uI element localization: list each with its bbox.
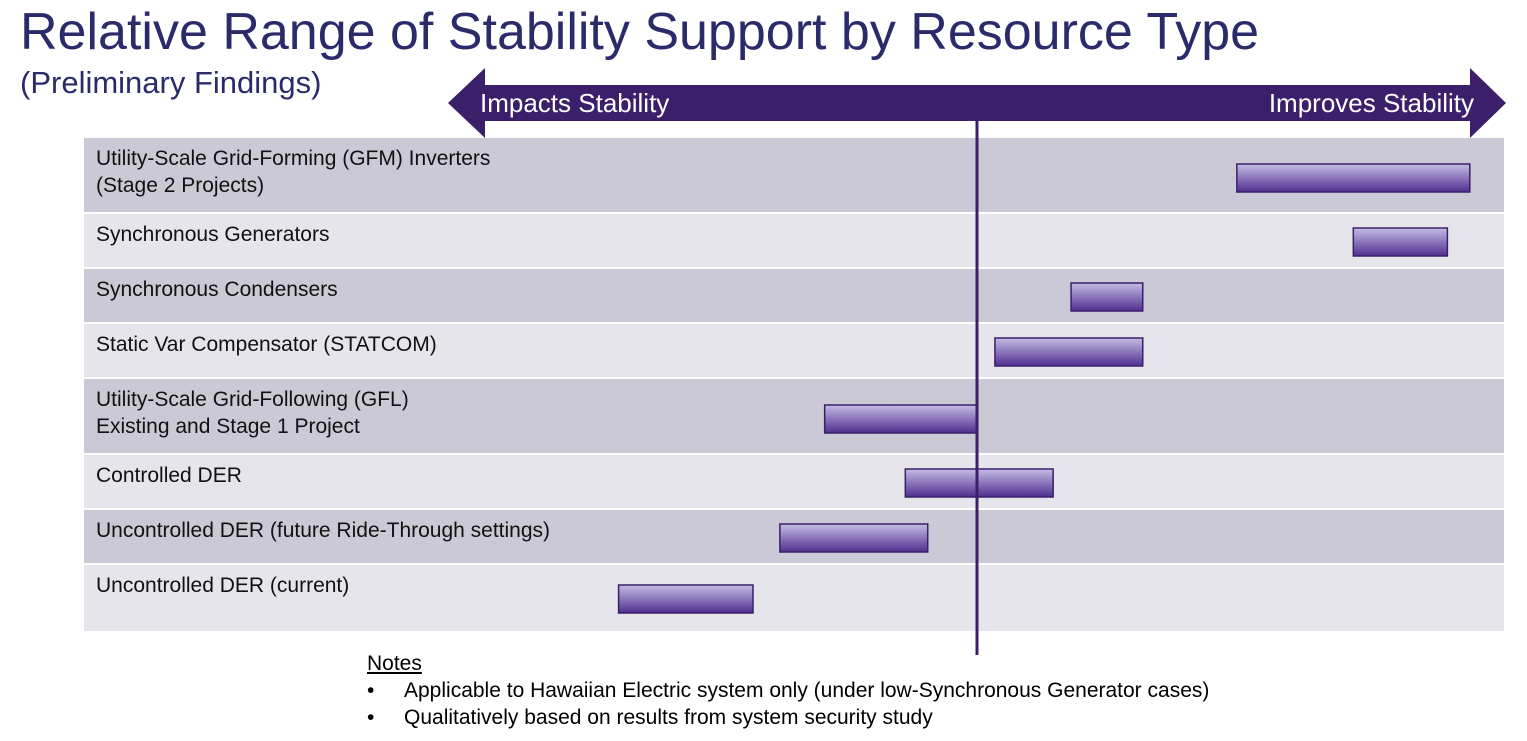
category-label: Existing and Stage 1 Project bbox=[96, 415, 360, 438]
range-bar bbox=[779, 523, 929, 553]
range-bar bbox=[1070, 282, 1144, 312]
category-label: Uncontrolled DER (current) bbox=[96, 574, 349, 597]
chart-title: Relative Range of Stability Support by R… bbox=[20, 3, 1260, 61]
category-label: Utility-Scale Grid-Forming (GFM) Inverte… bbox=[96, 147, 490, 170]
arrow-right-label: Improves Stability bbox=[1269, 88, 1474, 118]
row-background bbox=[84, 269, 1504, 322]
notes-section: Notes • Applicable to Hawaiian Electric s… bbox=[367, 650, 1209, 731]
range-bar bbox=[1352, 227, 1449, 257]
category-label: Controlled DER bbox=[96, 464, 242, 487]
note-text: Qualitatively based on results from syst… bbox=[404, 706, 933, 729]
category-labels: Utility-Scale Grid-Forming (GFM) Inverte… bbox=[96, 147, 550, 597]
category-label: (Stage 2 Projects) bbox=[96, 174, 264, 197]
note-text: Applicable to Hawaiian Electric system o… bbox=[404, 679, 1210, 702]
category-label: Utility-Scale Grid-Following (GFL) bbox=[96, 388, 409, 411]
row-backgrounds bbox=[84, 138, 1504, 631]
range-bar bbox=[994, 337, 1144, 367]
category-label: Synchronous Generators bbox=[96, 223, 329, 246]
range-bar bbox=[617, 584, 754, 614]
bullet-icon: • bbox=[367, 706, 375, 729]
note-item: • Qualitatively based on results from sys… bbox=[367, 704, 1209, 731]
note-item: • Applicable to Hawaiian Electric system … bbox=[367, 677, 1209, 704]
category-label: Uncontrolled DER (future Ride-Through se… bbox=[96, 519, 550, 542]
arrow-left-label: Impacts Stability bbox=[480, 88, 669, 118]
row-background bbox=[84, 565, 1504, 631]
chart-subtitle: (Preliminary Findings) bbox=[20, 65, 322, 100]
row-background bbox=[84, 324, 1504, 377]
row-background bbox=[84, 214, 1504, 267]
notes-heading: Notes bbox=[367, 652, 422, 675]
row-background bbox=[84, 455, 1504, 508]
row-background bbox=[84, 379, 1504, 453]
range-bars bbox=[617, 163, 1471, 614]
bullet-icon: • bbox=[367, 679, 375, 702]
category-label: Synchronous Condensers bbox=[96, 278, 338, 301]
notes-list: • Applicable to Hawaiian Electric system … bbox=[367, 677, 1209, 731]
double-arrow-icon bbox=[448, 68, 1506, 138]
category-label: Static Var Compensator (STATCOM) bbox=[96, 333, 437, 356]
range-bar bbox=[823, 404, 978, 434]
range-bar bbox=[904, 468, 1054, 498]
stability-arrow: Impacts Stability Improves Stability bbox=[448, 68, 1506, 138]
range-bar bbox=[1236, 163, 1471, 193]
